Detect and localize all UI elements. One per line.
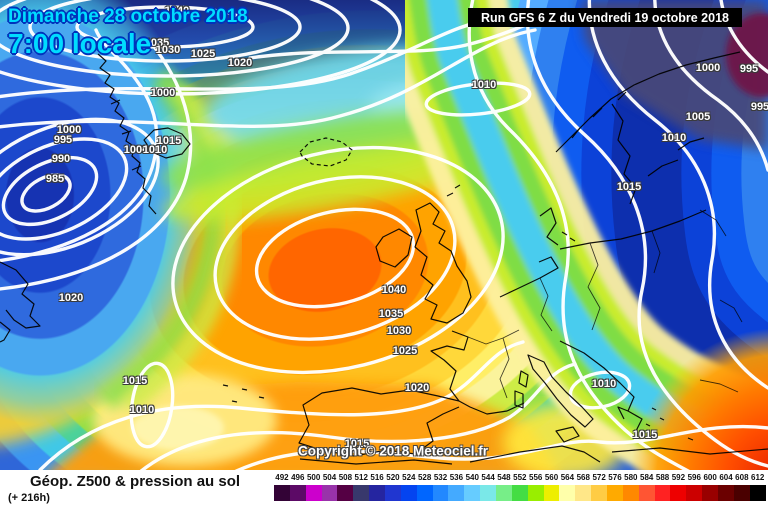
legend-swatch [575,485,592,501]
legend-swatch [686,485,703,501]
weather-map-canvas [0,0,768,470]
legend-swatch [464,485,481,501]
color-scale-legend: 492 496 500 504 508 512 516 520 524 528 532 536 540 5… [274,473,766,509]
legend-swatch [289,485,306,501]
legend-swatch [448,485,465,501]
forecast-lead-time: (+ 216h) [8,492,50,504]
legend-swatch [274,485,290,501]
forecast-date: Dimanche 28 octobre 2018 [8,6,248,27]
legend-value: 584 [640,473,654,482]
legend-swatch [638,485,655,501]
legend-value: 580 [624,473,638,482]
legend-value: 516 [370,473,384,482]
legend-swatch [511,485,528,501]
legend-swatch [718,485,734,501]
legend-value: 528 [417,473,432,482]
legend-swatch [432,485,449,501]
legend-swatch [543,485,560,501]
legend-value: 504 [322,473,337,482]
forecast-time: 7:00 locale [8,28,152,59]
legend-swatch [416,485,433,501]
footer-bar: Géop. Z500 & pression au sol (+ 216h) 49… [0,470,768,512]
legend-value: 492 [275,473,289,482]
model-run-banner: Run GFS 6 Z du Vendredi 19 octobre 2018 [468,8,742,27]
legend-swatch [527,485,544,501]
legend-swatch [733,485,750,501]
legend-value: 572 [592,473,606,482]
legend-value: 548 [497,473,511,482]
legend-value: 560 [544,473,559,482]
model-run-text: Run GFS 6 Z du Vendredi 19 octobre 2018 [481,10,729,25]
legend-value: 604 [719,473,733,482]
copyright-text: Copyright © 2018 Meteociel.fr [298,443,488,459]
legend-swatch [749,485,766,501]
legend-value: 596 [687,473,701,482]
legend-value: 508 [338,473,353,482]
legend-value: 576 [608,473,622,482]
legend-swatch [559,485,576,501]
legend-swatch [654,485,671,501]
legend-value: 612 [751,473,765,482]
legend-value: 544 [481,473,495,482]
legend-value: 524 [402,473,416,482]
legend-swatch [670,485,687,501]
legend-swatch [305,485,322,501]
legend-swatch [607,485,623,501]
legend-value: 608 [735,473,749,482]
legend-swatch [385,485,401,501]
legend-swatches-row [274,485,766,501]
legend-value: 500 [306,473,321,482]
legend-value: 592 [671,473,686,482]
legend-swatch [400,485,417,501]
map-title: Géop. Z500 & pression au sol [30,473,241,490]
legend-swatch [337,485,354,501]
legend-swatch [702,485,719,501]
legend-value: 540 [465,473,479,482]
legend-swatch [622,485,639,501]
legend-value: 532 [433,473,448,482]
legend-swatch [480,485,497,501]
legend-value: 536 [449,473,464,482]
legend-swatch [369,485,386,501]
legend-value: 564 [560,473,575,482]
legend-value: 568 [576,473,590,482]
legend-value: 552 [513,473,527,482]
legend-swatch [496,485,512,501]
legend-values-row: 492 496 500 504 508 512 516 520 524 528 532 536 540 5… [274,473,766,484]
legend-swatch [321,485,338,501]
legend-value: 556 [529,473,543,482]
legend-swatch [353,485,370,501]
legend-value: 520 [386,473,400,482]
legend-value: 512 [354,473,368,482]
legend-value: 496 [291,473,305,482]
legend-value: 588 [655,473,670,482]
legend-swatch [591,485,608,501]
legend-value: 600 [703,473,717,482]
